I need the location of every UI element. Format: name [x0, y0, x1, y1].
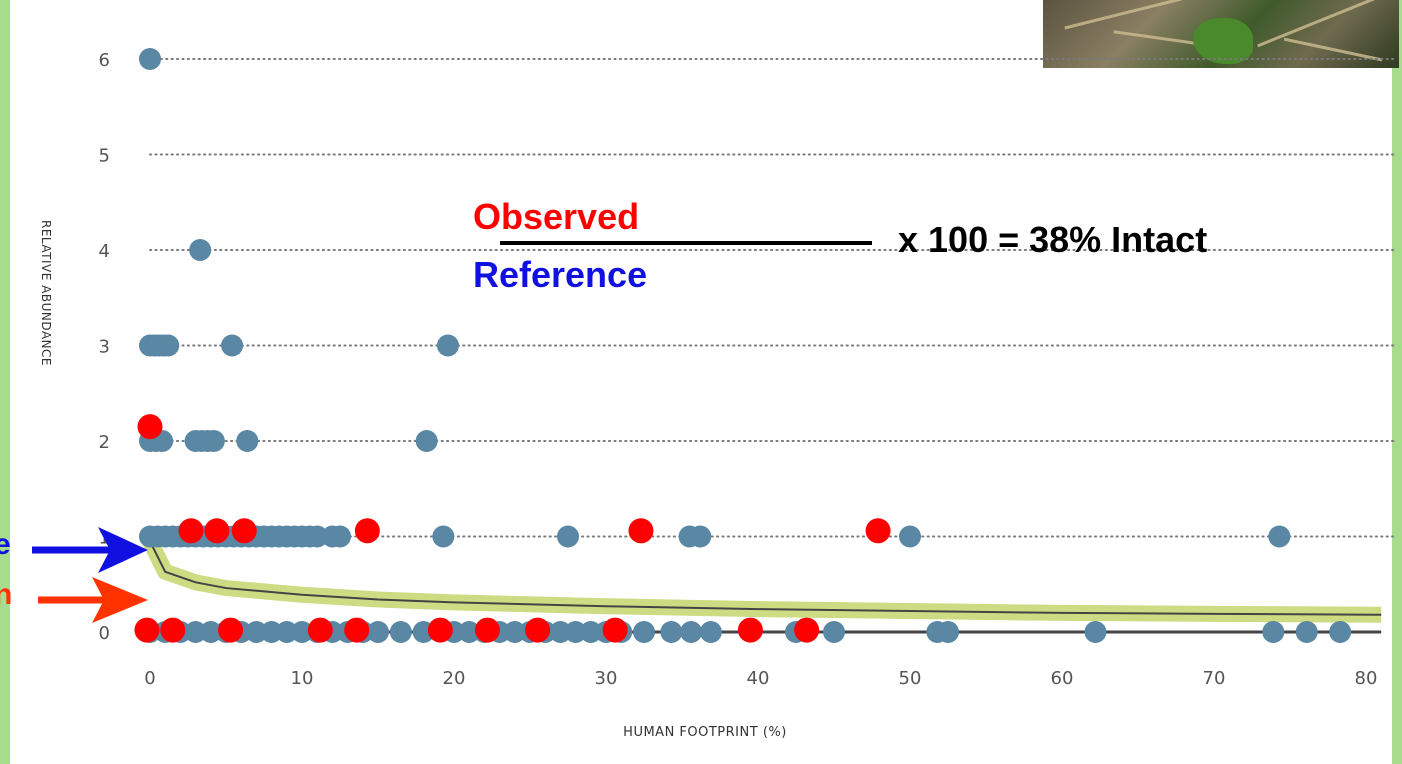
blue-point-16	[236, 430, 259, 452]
blue-point-53	[199, 621, 222, 643]
fit-line	[149, 540, 1382, 616]
blue-point-48	[1268, 525, 1291, 548]
blue-point-8	[436, 334, 459, 357]
blue-point-80	[660, 621, 683, 643]
fit-confidence-band	[142, 537, 1382, 623]
blue-point-64	[367, 621, 389, 643]
y-tick-6: 6	[99, 50, 110, 71]
x-tick-30: 30	[595, 668, 618, 689]
x-tick-0: 0	[144, 668, 155, 689]
red-point-16	[737, 617, 763, 643]
red-point-7	[134, 617, 160, 643]
red-point-12	[427, 617, 453, 643]
blue-point-43	[432, 525, 455, 548]
y-tick-5: 5	[99, 146, 110, 167]
x-tick-10: 10	[291, 668, 314, 689]
red-point-14	[525, 617, 551, 643]
cut-off-label-red: n	[0, 578, 13, 611]
blue-point-86	[937, 621, 959, 643]
blue-point-90	[1329, 621, 1352, 643]
y-tick-2: 2	[99, 432, 110, 453]
blue-point-0	[139, 48, 161, 70]
x-tick-40: 40	[747, 668, 770, 689]
blue-point-56	[245, 621, 268, 643]
blue-point-89	[1295, 621, 1318, 643]
annotation-arrows	[32, 527, 148, 623]
red-arrow-head	[92, 577, 148, 623]
blue-point-17	[415, 430, 438, 452]
red-point-17	[794, 617, 820, 643]
blue-point-58	[275, 621, 298, 643]
blue-point-46	[689, 525, 712, 548]
x-tick-50: 50	[899, 668, 922, 689]
blue-point-68	[458, 621, 481, 643]
blue-point-44	[557, 525, 579, 548]
blue-arrow-head	[98, 527, 148, 573]
x-tick-70: 70	[1203, 668, 1226, 689]
blue-point-79	[633, 621, 655, 643]
red-point-5	[628, 518, 654, 544]
blue-point-47	[899, 525, 921, 548]
x-tick-20: 20	[443, 668, 466, 689]
blue-point-59	[291, 621, 313, 643]
blue-point-1	[189, 239, 212, 261]
x-tick-labels: 0 10 20 30 40 50 60 70 80	[144, 668, 1377, 689]
intactness-equation: x 100 = 38% Intact	[898, 219, 1208, 260]
red-point-3	[231, 518, 257, 544]
red-point-4	[354, 518, 380, 544]
blue-point-88	[1262, 621, 1285, 643]
red-point-6	[865, 518, 891, 544]
x-tick-60: 60	[1051, 668, 1074, 689]
red-point-13	[474, 617, 500, 643]
y-tick-3: 3	[99, 337, 110, 358]
forest-floor-photo	[1043, 0, 1399, 68]
red-point-0	[137, 414, 163, 440]
data-points	[134, 48, 1352, 643]
blue-point-84	[823, 621, 845, 643]
fit-band	[142, 537, 1382, 623]
blue-point-65	[389, 621, 412, 643]
blue-point-76	[579, 621, 602, 643]
observed-label: Observed	[473, 196, 640, 237]
blue-point-81	[680, 621, 703, 643]
blue-point-57	[260, 621, 283, 643]
red-point-8	[160, 617, 186, 643]
blue-point-74	[549, 621, 572, 643]
red-point-9	[218, 617, 244, 643]
gridlines	[149, 58, 1398, 538]
blue-point-42	[329, 525, 351, 548]
red-point-10	[307, 617, 333, 643]
y-tick-0: 0	[99, 623, 110, 644]
x-axis-label: HUMAN FOOTPRINT (%)	[623, 725, 787, 740]
y-axis-label: RELATIVE ABUNDANCE	[39, 220, 53, 366]
cut-off-label-blue: e	[0, 528, 11, 561]
red-point-2	[204, 518, 230, 544]
y-tick-4: 4	[99, 241, 110, 262]
blue-point-75	[564, 621, 587, 643]
blue-point-71	[503, 621, 526, 643]
blue-point-15	[202, 430, 225, 452]
blue-point-87	[1084, 621, 1107, 643]
red-point-15	[602, 617, 628, 643]
reference-label: Reference	[473, 254, 648, 295]
blue-point-6	[157, 334, 180, 357]
blue-point-40	[306, 525, 329, 548]
red-point-11	[344, 617, 370, 643]
blue-point-52	[184, 621, 207, 643]
blue-point-7	[221, 334, 244, 357]
blue-point-82	[699, 621, 722, 643]
x-tick-80: 80	[1355, 668, 1378, 689]
red-point-1	[178, 518, 204, 544]
